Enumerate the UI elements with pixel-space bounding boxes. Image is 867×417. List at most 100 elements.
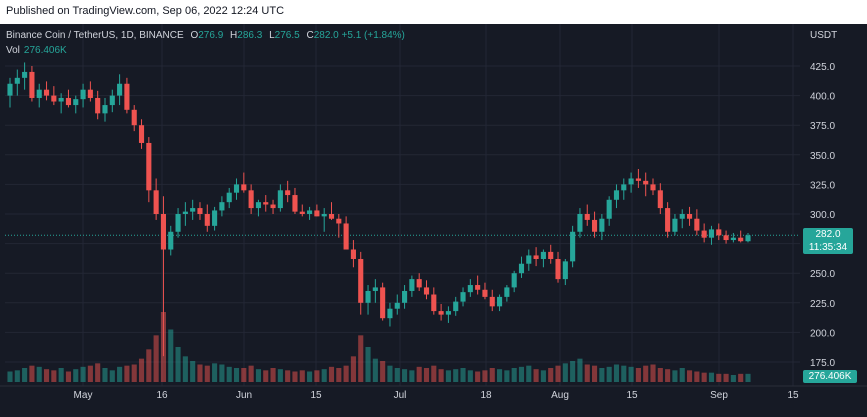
volume-bar <box>533 369 539 382</box>
candle-body <box>43 89 50 96</box>
volume-bar <box>738 373 744 382</box>
volume-bar <box>394 368 400 382</box>
candle-body <box>526 255 532 264</box>
candle-body <box>124 83 130 110</box>
candle-body <box>416 279 422 288</box>
volume-bar <box>219 364 225 382</box>
candle-body <box>402 290 408 303</box>
x-tick-label: 15 <box>787 390 799 401</box>
volume-bar <box>336 368 342 382</box>
candle-body <box>562 261 568 280</box>
volume-bar <box>438 369 444 382</box>
volume-bar <box>694 371 700 382</box>
volume-bar <box>102 368 108 382</box>
candle-body <box>168 231 174 250</box>
volume-bar <box>7 371 13 382</box>
last-price-value: 282.0 <box>815 229 841 240</box>
candle-body <box>51 95 57 102</box>
volume-bar <box>650 364 656 382</box>
candle-body <box>255 202 261 209</box>
volume-bar <box>168 329 174 382</box>
vol-value: 276.406K <box>23 45 67 56</box>
candle-body <box>336 218 342 224</box>
candle-body <box>657 190 663 209</box>
change-value: +5.1 (+1.84%) <box>341 30 405 41</box>
x-tick-label: Sep <box>710 390 728 401</box>
candlestick-chart[interactable]: 425.0400.0375.0350.0325.0300.0275.0250.0… <box>0 24 867 417</box>
volume-bar <box>365 347 371 382</box>
candle-body <box>307 210 313 214</box>
candle-body <box>299 211 305 214</box>
candle-body <box>570 231 576 262</box>
volume-bar <box>328 366 335 382</box>
candle-body <box>131 109 137 126</box>
candle-body <box>7 83 13 96</box>
volume-bar <box>489 368 495 382</box>
candle-body <box>555 258 561 280</box>
candle-body <box>226 192 232 203</box>
candle-body <box>233 184 240 193</box>
candle-body <box>701 230 707 238</box>
candle-body <box>482 289 488 297</box>
y-tick-label: 200.0 <box>810 328 835 339</box>
currency-label: USDT <box>810 30 838 41</box>
volume-bar <box>226 366 232 382</box>
candle-body <box>328 214 335 219</box>
volume-bar <box>504 370 510 382</box>
y-tick-label: 375.0 <box>810 121 835 132</box>
volume-bar <box>358 335 364 382</box>
volume-bar <box>153 335 159 382</box>
volume-bar <box>562 363 568 382</box>
volume-bar <box>22 368 28 382</box>
chart-area[interactable] <box>0 24 867 417</box>
volume-bar <box>635 368 641 382</box>
volume-bar <box>263 370 269 382</box>
volume-bar <box>14 370 20 382</box>
countdown-value: 11:35:34 <box>808 242 848 253</box>
candle-body <box>197 208 203 214</box>
candle-body <box>248 190 254 209</box>
volume-bar <box>475 371 481 382</box>
volume-legend: Vol 276.406K <box>6 45 67 56</box>
volume-badge: 276.406K <box>803 370 857 383</box>
volume-bar <box>204 365 210 382</box>
candle-body <box>387 308 393 319</box>
volume-bar <box>233 368 240 382</box>
volume-bar <box>613 364 620 382</box>
volume-bar <box>445 370 451 382</box>
volume-bar <box>387 365 393 382</box>
candle-body <box>343 223 349 250</box>
candle-body <box>694 218 700 231</box>
candle-body <box>467 285 473 293</box>
volume-bar <box>591 365 598 382</box>
volume-bar <box>570 361 576 382</box>
volume-bar <box>745 373 751 382</box>
volume-bar <box>628 366 634 382</box>
volume-bar <box>380 361 386 382</box>
candle-body <box>153 190 159 214</box>
volume-bar <box>460 368 466 382</box>
candle-body <box>14 77 20 84</box>
volume-bar <box>343 365 349 382</box>
volume-bar <box>241 368 247 382</box>
candle-body <box>160 214 167 250</box>
volume-bar <box>307 371 313 382</box>
candle-body <box>577 214 583 232</box>
candle-body <box>511 273 517 288</box>
volume-bar <box>248 365 254 382</box>
volume-bar <box>43 369 50 382</box>
candle-body <box>431 294 437 312</box>
candle-body <box>190 208 196 212</box>
volume-bar <box>212 363 218 382</box>
volume-bar <box>175 347 181 382</box>
symbol-title: Binance Coin / TetherUS, 1D, BINANCE <box>6 30 184 41</box>
volume-bar <box>679 368 685 382</box>
volume-bar <box>321 369 327 382</box>
candle-body <box>22 71 28 78</box>
volume-bar <box>292 371 298 382</box>
volume-bar <box>621 365 627 382</box>
open-label: O <box>190 30 199 41</box>
volume-bar <box>548 368 554 382</box>
chart-legend: Binance Coin / TetherUS, 1D, BINANCE O27… <box>6 30 405 41</box>
price-axis: 425.0400.0375.0350.0325.0300.0275.0250.0… <box>810 62 835 369</box>
